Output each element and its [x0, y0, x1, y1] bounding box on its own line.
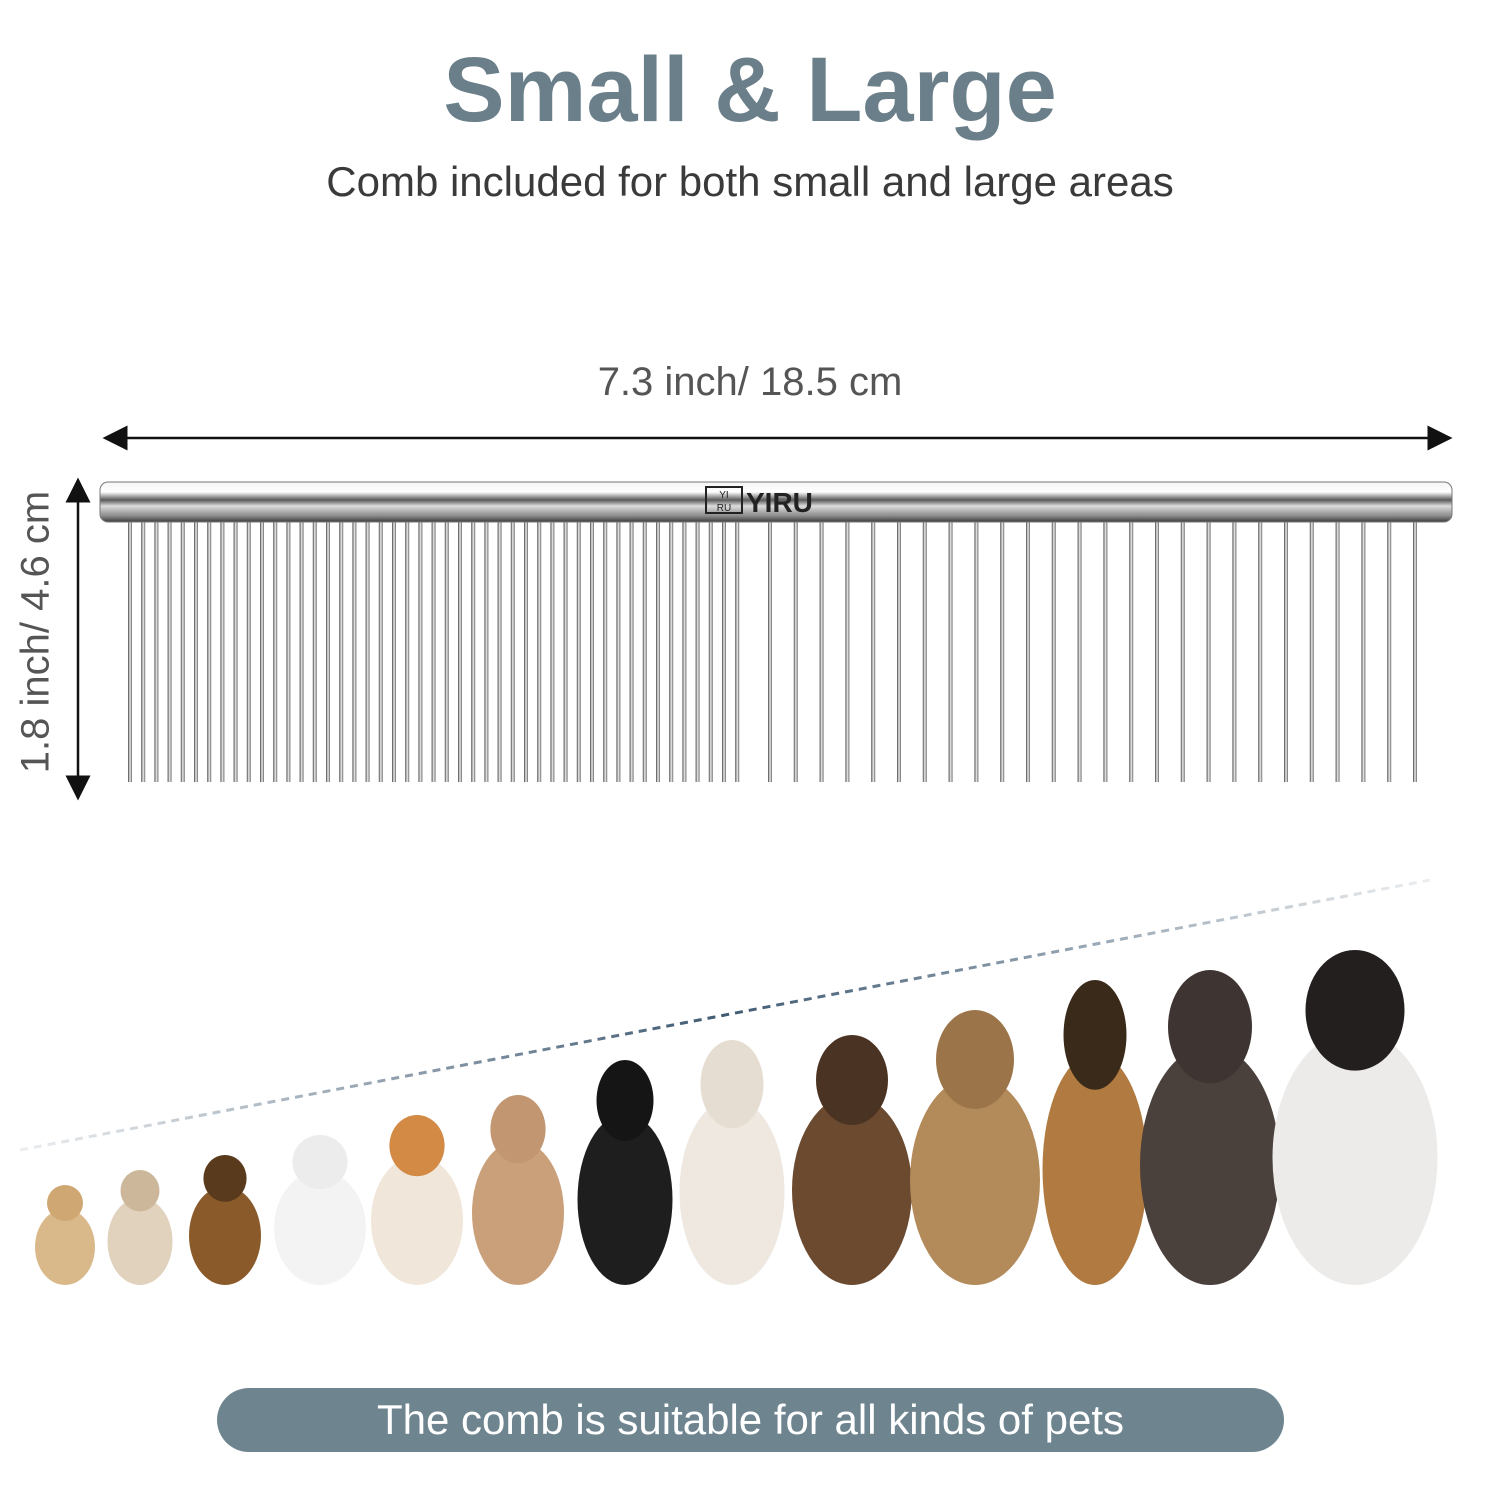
comb-tooth: [642, 520, 647, 782]
comb-tooth: [431, 520, 436, 782]
dog-yorkshire-terrier: [189, 1155, 261, 1285]
dog-shetland-sheepdog: [792, 1035, 912, 1285]
dog-german-shepherd: [1042, 980, 1148, 1285]
comb-tooth: [405, 520, 410, 782]
comb-tooth: [207, 520, 212, 782]
comb-tooth: [299, 520, 304, 782]
comb-tooth: [1180, 520, 1185, 782]
comb-tooth: [484, 520, 489, 782]
svg-text:YIRU: YIRU: [746, 487, 813, 518]
comb-tooth: [339, 520, 344, 782]
comb-tooth: [1361, 520, 1366, 782]
dog-shih-tzu: [107, 1170, 173, 1286]
dog-corgi: [371, 1115, 463, 1285]
brand-logo: YI RU YIRU: [705, 486, 813, 518]
comb-tooth: [365, 520, 370, 782]
comb-tooth: [128, 520, 132, 782]
comb-teeth: [128, 520, 1417, 782]
dog-afghan-hound: [910, 1010, 1040, 1285]
dog-chihuahua: [35, 1185, 95, 1285]
dog-landseer: [1272, 950, 1438, 1285]
comb-tooth: [669, 520, 674, 782]
page-title: Small & Large: [443, 39, 1057, 141]
width-dimension-label: 7.3 inch/ 18.5 cm: [597, 360, 903, 404]
comb-tooth: [1232, 520, 1237, 782]
page-subtitle: Comb included for both small and large a…: [326, 158, 1174, 205]
comb-tooth: [510, 520, 515, 782]
comb-tooth: [471, 520, 476, 782]
comb-tooth: [576, 520, 581, 782]
comb-tooth: [194, 520, 198, 782]
comb-tooth: [695, 520, 700, 782]
comb-tooth: [682, 520, 687, 782]
comb-tooth: [1077, 520, 1082, 782]
comb-tooth: [735, 520, 740, 782]
svg-text:YI: YI: [719, 490, 728, 501]
comb-tooth: [220, 520, 225, 782]
comb-tooth: [233, 520, 238, 782]
comb-tooth: [1129, 520, 1134, 782]
comb-tooth: [897, 520, 901, 782]
comb-tooth: [392, 520, 396, 782]
comb-tooth: [616, 520, 621, 782]
comb-tooth: [246, 520, 251, 782]
dog-standard-poodle: [1140, 969, 1280, 1286]
comb-tooth: [1284, 520, 1288, 782]
comb-tooth: [444, 520, 449, 782]
suitability-banner: The comb is suitable for all kinds of pe…: [217, 1388, 1284, 1452]
svg-text:RU: RU: [717, 503, 731, 514]
comb-tooth: [1103, 520, 1108, 782]
comb-tooth: [1155, 520, 1159, 782]
comb-tooth: [948, 520, 953, 782]
comb-tooth: [1309, 520, 1314, 782]
comb-tooth: [793, 520, 798, 782]
comb-tooth: [603, 520, 608, 782]
comb-tooth: [286, 520, 291, 782]
dog-japanese-spitz: [274, 1135, 366, 1285]
comb-tooth: [563, 520, 568, 782]
comb-tooth: [845, 520, 850, 782]
comb-spine: [99, 481, 1453, 523]
dog-akita: [679, 1040, 785, 1285]
comb-tooth: [708, 520, 713, 782]
comb-tooth: [1335, 520, 1340, 782]
size-slope-line: [19, 878, 1431, 1152]
comb-tooth: [871, 520, 876, 782]
comb-tooth: [167, 520, 172, 782]
comb-tooth: [378, 520, 383, 782]
comb-tooth: [590, 520, 594, 782]
comb-tooth: [1413, 520, 1417, 782]
comb-tooth: [312, 520, 317, 782]
comb-tooth: [524, 520, 528, 782]
comb-tooth: [722, 520, 726, 782]
comb-tooth: [974, 520, 979, 782]
comb-tooth: [497, 520, 502, 782]
comb-tooth: [1051, 520, 1056, 782]
comb-tooth: [1000, 520, 1005, 782]
comb-tooth: [819, 520, 824, 782]
comb-tooth: [656, 520, 660, 782]
comb-tooth: [352, 520, 357, 782]
comb-tooth: [154, 520, 159, 782]
comb-tooth: [768, 520, 772, 782]
comb-tooth: [273, 520, 278, 782]
dog-toy-poodle: [472, 1095, 564, 1286]
comb-tooth: [1026, 520, 1030, 782]
comb-tooth: [180, 520, 185, 782]
dog-border-collie: [577, 1060, 673, 1285]
comb-tooth: [326, 520, 330, 782]
comb-tooth: [458, 520, 462, 782]
comb-tooth: [922, 520, 927, 782]
comb-tooth: [1387, 520, 1392, 782]
comb-tooth: [1206, 520, 1211, 782]
comb-tooth: [550, 520, 555, 782]
comb-tooth: [629, 520, 634, 782]
dog-lineup: [35, 950, 1438, 1286]
comb-tooth: [418, 520, 423, 782]
comb-tooth: [260, 520, 264, 782]
comb-tooth: [1258, 520, 1263, 782]
comb-tooth: [537, 520, 542, 782]
comb-tooth: [141, 520, 146, 782]
